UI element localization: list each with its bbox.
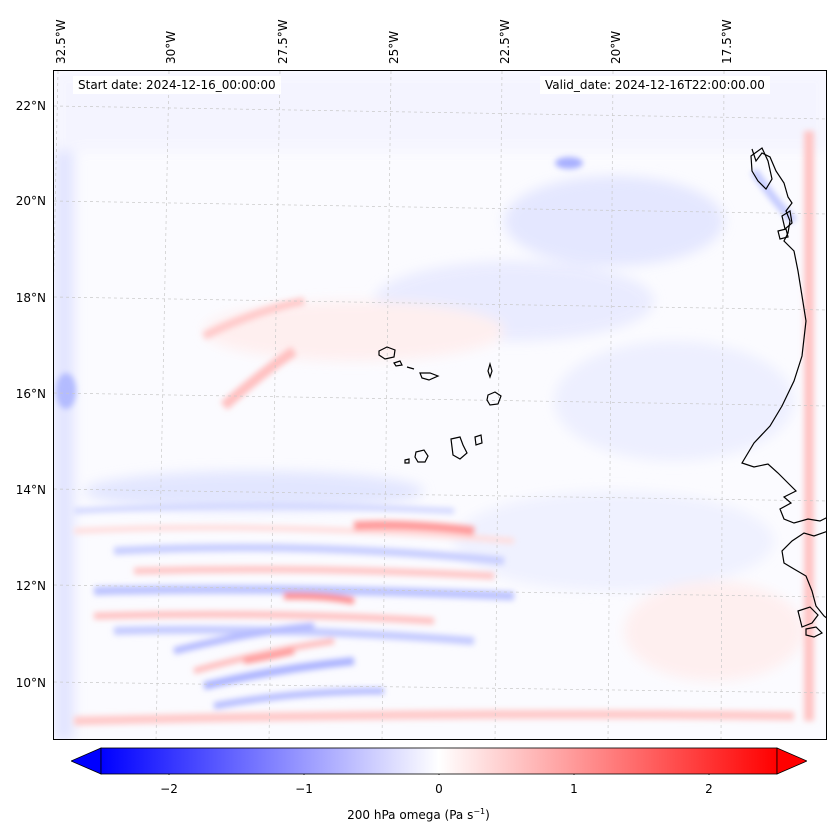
colorbar <box>71 747 807 775</box>
lat-label: 16°N <box>15 387 46 401</box>
colorbar-body <box>100 747 778 775</box>
colorbar-tick-label: 1 <box>570 782 578 796</box>
map-panel[interactable] <box>53 70 827 740</box>
cabo-verde-boa-vista <box>486 391 502 406</box>
colorbar-tick-label: 0 <box>435 782 443 796</box>
lon-label: 25°W <box>387 30 401 64</box>
lon-label: 27.5°W <box>276 19 290 64</box>
colorbar-tick-label: −2 <box>160 782 178 796</box>
cabo-verde-brava <box>404 458 410 464</box>
africa-west-coast <box>741 148 826 524</box>
lat-label: 14°N <box>15 483 46 497</box>
cabo-verde-maio <box>474 434 483 446</box>
lon-label: 30°W <box>164 30 178 64</box>
colorbar-title-exponent: −1 <box>473 807 486 816</box>
lon-label: 22.5°W <box>498 19 512 64</box>
omega-wave-bands <box>56 131 814 726</box>
colorbar-tick-label: 2 <box>705 782 713 796</box>
lat-label: 10°N <box>15 676 46 690</box>
colorbar-title: 200 hPa omega (Pa s−1) <box>0 807 837 822</box>
lat-label: 22°N <box>15 99 46 113</box>
omega-field-map <box>54 71 826 739</box>
lon-label: 32.5°W <box>54 19 68 64</box>
lon-label: 20°W <box>609 30 623 64</box>
africa-guinea-coast <box>781 531 826 619</box>
graticule <box>54 71 826 739</box>
colorbar-tick-label: −1 <box>295 782 313 796</box>
cabo-verde-sao-vicente <box>393 360 403 367</box>
valid-date-label: Valid_date: 2024-12-16T22:00:00.00 <box>540 76 770 94</box>
cabo-verde-fogo <box>414 449 429 463</box>
lon-label: 17.5°W <box>720 19 734 64</box>
coastlines <box>378 147 826 638</box>
colorbar-title-main: 200 hPa omega (Pa s <box>347 808 474 822</box>
cabo-verde-santo-antao <box>378 346 396 360</box>
lat-label: 12°N <box>15 579 46 593</box>
cabo-verde-santiago <box>450 436 468 460</box>
colorbar-extend-low <box>71 747 102 775</box>
cabo-verde-sao-nicolau <box>406 366 440 381</box>
lat-label: 20°N <box>15 194 46 208</box>
colorbar-title-close: ) <box>485 808 490 822</box>
colorbar-extend-high <box>776 747 807 775</box>
lat-label: 18°N <box>15 291 46 305</box>
start-date-label: Start date: 2024-12-16_00:00:00 <box>73 76 281 94</box>
cabo-verde-sal <box>487 361 493 379</box>
